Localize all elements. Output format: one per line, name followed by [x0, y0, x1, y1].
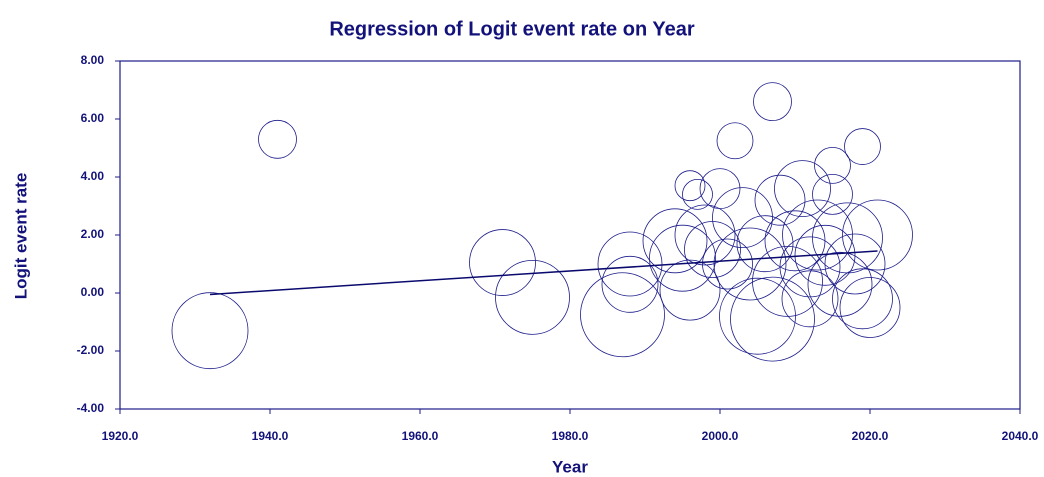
bubble: [844, 128, 881, 165]
bubble: [807, 251, 873, 317]
x-tick-label: 1960.0: [402, 429, 439, 443]
bubble: [781, 270, 839, 328]
bubble: [730, 276, 815, 362]
bubble: [601, 255, 659, 313]
bubble: [699, 168, 741, 210]
bubble: [752, 245, 823, 317]
bubble: [814, 146, 851, 184]
bubble: [659, 259, 721, 321]
bubble: [495, 259, 570, 335]
bubble: [779, 236, 841, 298]
y-tick-label: 0.00: [81, 285, 105, 299]
bubble: [682, 178, 713, 210]
bubble: [753, 82, 792, 121]
bubble: [774, 160, 831, 218]
y-axis-label: Logit event rate: [11, 173, 30, 300]
bubble: [719, 277, 796, 355]
bubble: [716, 122, 754, 160]
x-axis-label: Year: [552, 457, 588, 476]
y-tick-label: 2.00: [81, 227, 105, 241]
bubble: [824, 233, 886, 295]
bubble: [674, 170, 706, 202]
bubble: [702, 238, 753, 290]
x-tick-label: 2040.0: [1002, 429, 1039, 443]
bubble: [171, 292, 249, 370]
bubble: [642, 208, 708, 274]
bubble: [794, 224, 856, 286]
chart-title: Regression of Logit event rate on Year: [329, 18, 695, 40]
bubble: [597, 231, 663, 297]
y-tick-label: -2.00: [77, 343, 105, 357]
bubble: [713, 227, 787, 301]
bubble: [580, 272, 665, 358]
bubble: [839, 277, 901, 338]
bubble: [649, 224, 716, 292]
x-tick-label: 2000.0: [702, 429, 739, 443]
x-tick-label: 1940.0: [252, 429, 289, 443]
bubble: [782, 199, 853, 271]
bubble: [469, 229, 536, 296]
bubble: [712, 187, 773, 249]
x-tick-label: 1980.0: [552, 429, 589, 443]
regression-line: [209, 250, 878, 296]
bubble: [258, 119, 297, 159]
y-tick-label: 4.00: [81, 169, 105, 183]
x-tick-label: 1920.0: [102, 429, 139, 443]
bubble: [754, 174, 806, 226]
y-tick-label: -4.00: [77, 401, 105, 415]
bubble: [736, 215, 794, 273]
x-tick-label: 2020.0: [852, 429, 889, 443]
bubble: [812, 173, 853, 215]
plot-frame: [119, 60, 1021, 410]
y-tick-label: 8.00: [81, 53, 105, 67]
bubble: [674, 204, 736, 266]
bubble: [684, 221, 741, 278]
bubble: [842, 199, 913, 271]
bubble: [812, 202, 883, 274]
y-tick-label: 6.00: [81, 111, 105, 125]
bubble: [832, 268, 893, 330]
